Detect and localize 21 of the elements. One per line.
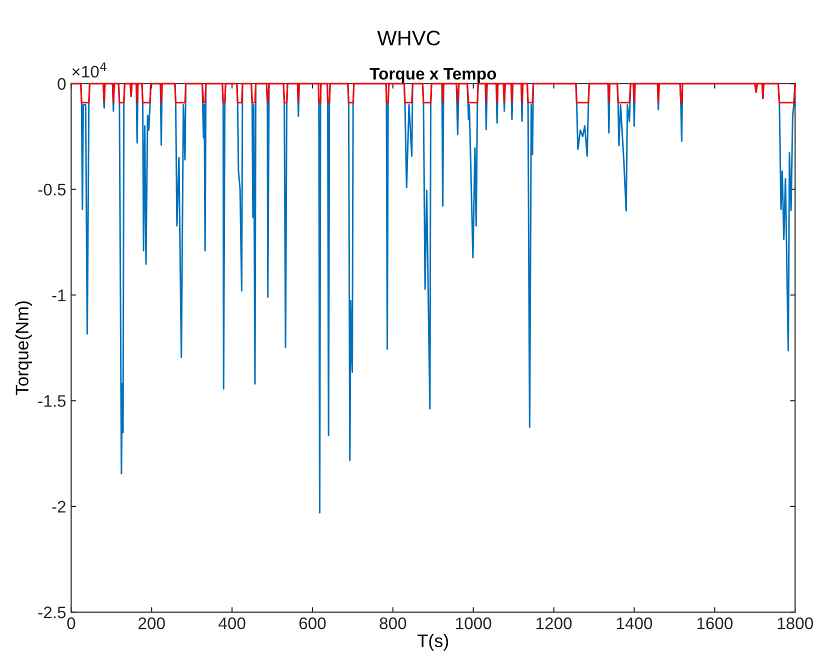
x-tick-label: 800 (380, 617, 406, 630)
x-tick-label: 1000 (456, 617, 492, 630)
y-tick-label: -2.5 (38, 606, 66, 618)
text: ×10$^{4}$ (72, 62, 106, 78)
x-tick-label: 400 (218, 617, 246, 630)
y-axis-title: Torque(Nm) (15, 301, 32, 396)
x-tick-label: 0 (67, 617, 76, 630)
y-tick-label: -1.5 (38, 395, 66, 407)
y-tick-label: -2 (52, 500, 66, 512)
x-tick-label: 1200 (536, 617, 572, 630)
chart-subtitle: Torque x Tempo (370, 68, 496, 83)
chart-title: WHVC (377, 30, 440, 46)
y-tick-label: 0 (58, 78, 66, 90)
y-tick-label: -0.5 (38, 184, 66, 196)
x-axis-title: T(s) (417, 634, 448, 651)
x-tick-label: 1400 (616, 617, 652, 630)
x-tick-label: 600 (299, 617, 326, 630)
y-tick-label: -1 (52, 290, 66, 302)
x-tick-label: 200 (138, 617, 165, 630)
x-tick-label: 1600 (697, 617, 733, 630)
x-tick-label: 1800 (778, 617, 813, 630)
